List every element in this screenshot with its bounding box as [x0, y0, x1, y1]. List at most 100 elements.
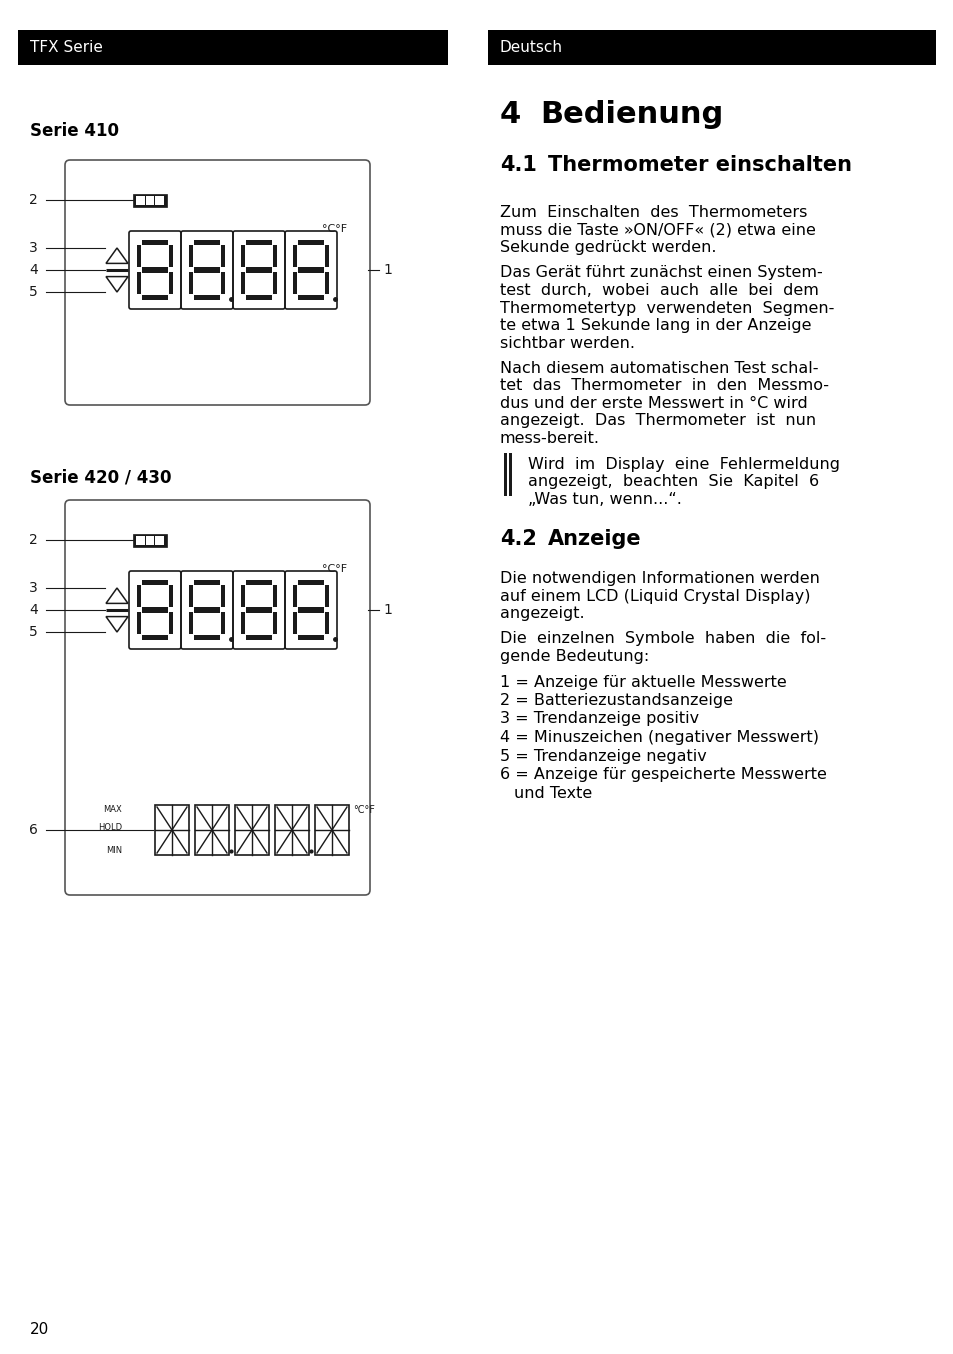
Bar: [240, 585, 245, 607]
Bar: [240, 272, 245, 294]
Bar: [246, 580, 272, 585]
Text: 4 = Minuszeichen (negativer Messwert): 4 = Minuszeichen (negativer Messwert): [499, 730, 818, 745]
Text: Deutsch: Deutsch: [499, 39, 562, 54]
Bar: [189, 272, 193, 294]
Bar: [154, 806, 189, 854]
Bar: [325, 612, 329, 634]
Bar: [169, 272, 173, 294]
Text: 4.2: 4.2: [499, 529, 537, 548]
Bar: [273, 585, 277, 607]
Bar: [132, 533, 167, 547]
Bar: [246, 635, 272, 640]
Bar: [297, 295, 324, 301]
Text: Thermometertyp  verwendeten  Segmen-: Thermometertyp verwendeten Segmen-: [499, 301, 834, 315]
Text: Das Gerät führt zunächst einen System-: Das Gerät führt zunächst einen System-: [499, 265, 821, 280]
Text: MAX: MAX: [103, 806, 122, 814]
Bar: [142, 608, 168, 612]
Bar: [297, 635, 324, 640]
FancyBboxPatch shape: [65, 500, 370, 895]
Bar: [297, 608, 324, 612]
Text: Sekunde gedrückt werden.: Sekunde gedrückt werden.: [499, 240, 716, 255]
Text: te etwa 1 Sekunde lang in der Anzeige: te etwa 1 Sekunde lang in der Anzeige: [499, 318, 811, 333]
Bar: [297, 268, 324, 272]
Bar: [325, 272, 329, 294]
Text: 6 = Anzeige für gespeicherte Messwerte: 6 = Anzeige für gespeicherte Messwerte: [499, 766, 826, 783]
Bar: [293, 272, 296, 294]
Bar: [221, 612, 225, 634]
Bar: [136, 245, 141, 267]
Bar: [136, 612, 141, 634]
Text: 2 = Batteriezustandsanzeige: 2 = Batteriezustandsanzeige: [499, 693, 732, 708]
Text: Serie 420 / 430: Serie 420 / 430: [30, 468, 172, 486]
Bar: [221, 272, 225, 294]
Bar: [155, 195, 164, 204]
Text: 6: 6: [30, 823, 38, 837]
Text: MIN: MIN: [106, 846, 122, 854]
Bar: [18, 30, 448, 65]
Bar: [142, 240, 168, 245]
Text: 4: 4: [30, 263, 38, 278]
Bar: [142, 635, 168, 640]
Text: angezeigt.: angezeigt.: [499, 607, 584, 621]
Text: sichtbar werden.: sichtbar werden.: [499, 336, 635, 351]
Bar: [169, 245, 173, 267]
Bar: [193, 268, 220, 272]
Text: 1 = Anzeige für aktuelle Messwerte: 1 = Anzeige für aktuelle Messwerte: [499, 674, 786, 689]
Bar: [325, 245, 329, 267]
Text: Anzeige: Anzeige: [547, 529, 641, 548]
Text: 3 = Trendanzeige positiv: 3 = Trendanzeige positiv: [499, 711, 699, 727]
Text: 4: 4: [30, 603, 38, 617]
Bar: [325, 585, 329, 607]
Bar: [314, 806, 349, 854]
Text: mess-bereit.: mess-bereit.: [499, 431, 599, 445]
Text: 4: 4: [499, 100, 520, 129]
Bar: [142, 295, 168, 301]
Bar: [155, 535, 164, 544]
Text: 2: 2: [30, 194, 38, 207]
Text: 1: 1: [382, 603, 392, 617]
Bar: [194, 806, 229, 854]
Text: gende Bedeutung:: gende Bedeutung:: [499, 649, 649, 663]
Bar: [169, 612, 173, 634]
Text: °C°F: °C°F: [321, 223, 347, 234]
Bar: [136, 272, 141, 294]
Text: 1: 1: [382, 263, 392, 278]
Bar: [503, 452, 506, 496]
Bar: [509, 452, 512, 496]
Text: „Was tun, wenn...“.: „Was tun, wenn...“.: [527, 492, 681, 506]
Text: HOLD: HOLD: [98, 823, 122, 833]
Text: °C°F: °C°F: [353, 806, 375, 815]
Bar: [189, 245, 193, 267]
Bar: [142, 580, 168, 585]
Bar: [293, 585, 296, 607]
Bar: [246, 295, 272, 301]
Bar: [193, 580, 220, 585]
Text: 5: 5: [30, 626, 38, 639]
Text: Bedienung: Bedienung: [539, 100, 722, 129]
Bar: [246, 268, 272, 272]
Text: 2: 2: [30, 533, 38, 547]
Text: angezeigt.  Das  Thermometer  ist  nun: angezeigt. Das Thermometer ist nun: [499, 413, 815, 428]
Text: muss die Taste »ON/OFF« (2) etwa eine: muss die Taste »ON/OFF« (2) etwa eine: [499, 222, 815, 237]
Text: tet  das  Thermometer  in  den  Messmo-: tet das Thermometer in den Messmo-: [499, 379, 828, 394]
Bar: [132, 194, 167, 207]
Bar: [273, 612, 277, 634]
Text: 5 = Trendanzeige negativ: 5 = Trendanzeige negativ: [499, 749, 706, 764]
Bar: [273, 245, 277, 267]
Text: Nach diesem automatischen Test schal-: Nach diesem automatischen Test schal-: [499, 362, 818, 376]
Bar: [189, 612, 193, 634]
Bar: [146, 535, 154, 544]
Bar: [146, 195, 154, 204]
Bar: [221, 245, 225, 267]
Text: °C°F: °C°F: [321, 565, 347, 574]
Bar: [240, 245, 245, 267]
Bar: [221, 585, 225, 607]
Bar: [136, 535, 145, 544]
Bar: [169, 585, 173, 607]
Bar: [274, 806, 309, 854]
Bar: [246, 608, 272, 612]
Bar: [488, 30, 935, 65]
Text: 3: 3: [30, 581, 38, 594]
Text: angezeigt,  beachten  Sie  Kapitel  6: angezeigt, beachten Sie Kapitel 6: [527, 474, 819, 489]
Bar: [297, 580, 324, 585]
